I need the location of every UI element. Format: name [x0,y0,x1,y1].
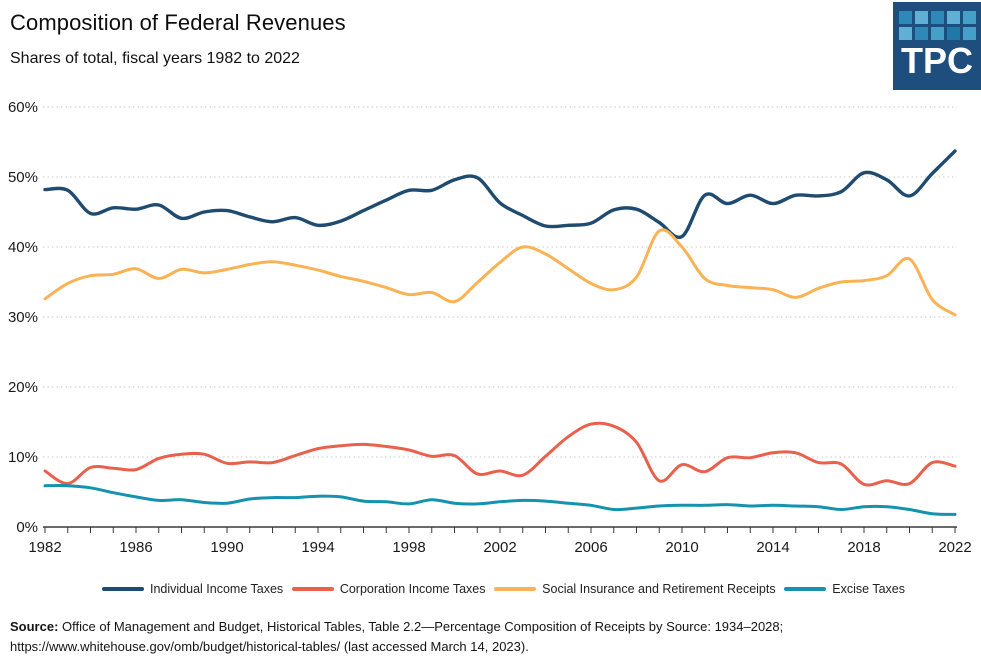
x-tick-label: 1986 [119,539,152,556]
logo-text: TPC [901,40,973,81]
logo-tile [930,27,944,40]
series-line-social-insurance-and-retirement-receipts [43,228,957,317]
x-tick-label: 2018 [847,539,880,556]
source-label: Source: [10,619,59,634]
legend-item-individual-income-taxes: Individual Income Taxes [102,582,283,596]
logo-tile [914,11,928,24]
x-axis: 1982 1986 1990 1994 1998 2002 2006 2010 2014 2018… [28,526,972,556]
series-line-excise-taxes [43,484,957,516]
series-line-corporation-income-taxes [43,421,957,487]
legend-swatch [494,587,537,591]
source-note: Source: Office of Management and Budget,… [10,617,850,656]
logo-tile [962,27,976,40]
logo-tile [914,27,928,40]
legend-item-excise-taxes: Excise Taxes [784,582,905,596]
legend-label: Social Insurance and Retirement Receipts [542,582,776,596]
y-tick-label: 0% [16,519,38,536]
logo-tile [930,11,944,24]
x-tick-label: 1998 [392,539,425,556]
tpc-logo: TPC [893,2,981,90]
y-tick-label: 50% [8,169,38,186]
source-text-2: https://www.whitehouse.gov/omb/budget/hi… [10,638,529,654]
page-title: Composition of Federal Revenues [10,10,346,35]
source-line: Source: Office of Management and Budget,… [10,617,850,637]
legend-swatch [291,587,334,591]
series-line-individual-income-taxes [43,149,957,240]
logo-tile [946,11,960,24]
logo-tile-grid [898,11,976,40]
legend-label: Individual Income Taxes [150,582,284,596]
logo-tile [946,27,960,40]
legend-label: Corporation Income Taxes [339,582,486,596]
legend-item-social-insurance-and-retirement-receipts: Social Insurance and Retirement Receipts [494,582,776,596]
y-tick-label: 40% [8,239,38,256]
x-tick-label: 2002 [483,539,516,556]
legend-swatch [102,587,144,591]
legend-swatch [784,587,827,591]
y-tick-label: 20% [8,379,38,396]
x-tick-label: 2010 [665,539,698,556]
gridlines [43,106,957,458]
x-tick-label: 2022 [938,539,971,556]
x-tick-label: 1994 [301,539,334,556]
chart-legend: Individual Income Taxes Corporation Incom… [0,578,981,600]
x-tick-label: 2006 [574,539,607,556]
legend-label: Excise Taxes [832,582,905,596]
logo-tile [898,27,912,40]
y-tick-label: 30% [8,309,38,326]
y-axis-labels: 0% 10% 20% 30% 40% 50% 60% [8,99,38,536]
y-tick-label: 60% [8,99,38,116]
series-lines [43,149,957,516]
legend-item-corporation-income-taxes: Corporation Income Taxes [291,582,486,596]
logo-tile [962,11,976,24]
logo-tile [898,11,912,24]
x-tick-label: 1982 [28,539,61,556]
revenue-line-chart: 0% 10% 20% 30% 40% 50% 60% 1982 1986 1990 1994 1998… [8,99,972,556]
x-tick-label: 1990 [210,539,243,556]
page-subtitle: Shares of total, fiscal years 1982 to 20… [10,50,300,67]
source-text-1: Office of Management and Budget, Histori… [62,619,784,634]
x-tick-label: 2014 [756,539,789,556]
y-tick-label: 10% [8,449,38,466]
